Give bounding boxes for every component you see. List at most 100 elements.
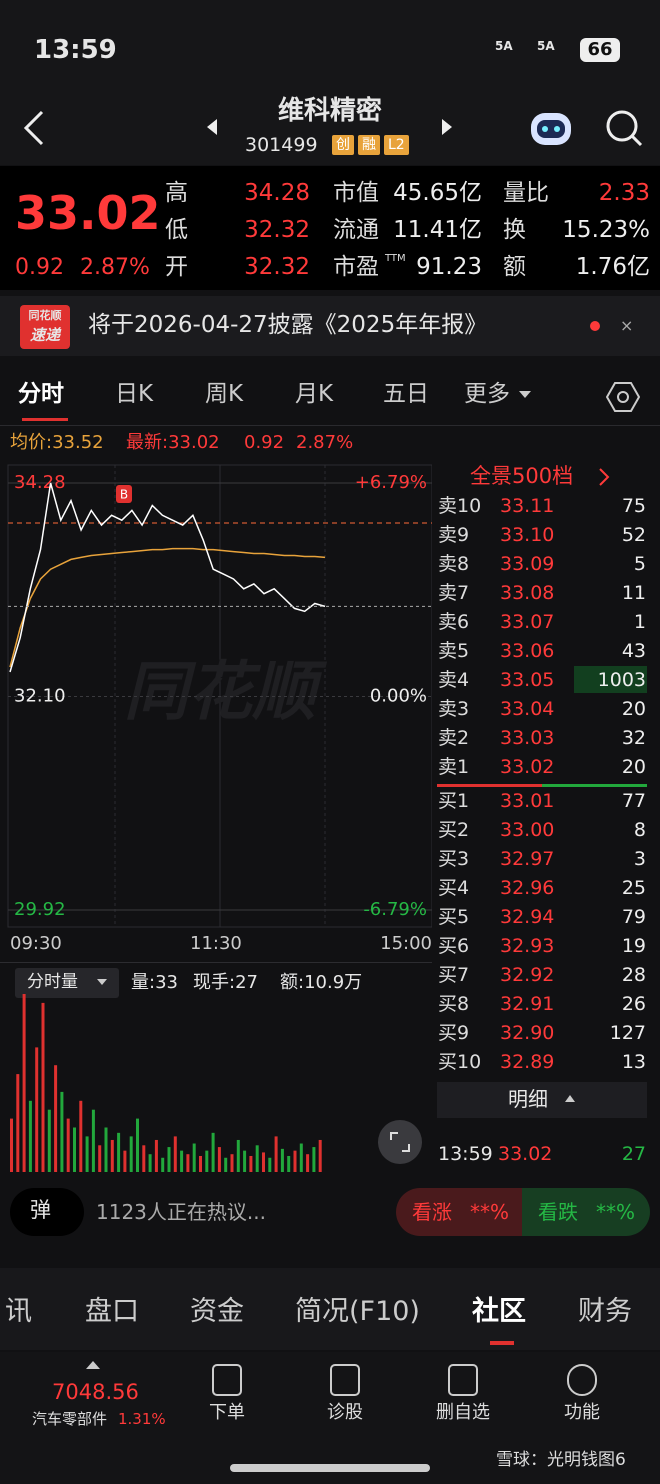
tab[interactable]: 社区 (472, 1296, 526, 1327)
stat-value: 32.32 (244, 217, 310, 243)
buy-marker-label: B (120, 488, 128, 502)
chart-tab[interactable]: 周K (205, 381, 244, 407)
book-price: 32.97 (500, 848, 555, 870)
stat-label: 市值 (333, 180, 379, 206)
volume-bar (180, 1150, 184, 1172)
volume-bar (318, 1139, 322, 1172)
bull-button[interactable] (396, 1188, 522, 1236)
action-label[interactable]: 诊股 (327, 1402, 363, 1423)
action-label[interactable]: 功能 (564, 1402, 600, 1423)
book-volume: 79 (621, 906, 646, 928)
chart-tab[interactable]: 五日 (383, 381, 429, 407)
status-time: 13:59 (34, 35, 117, 65)
detail-button[interactable] (437, 1082, 647, 1118)
trade-price: 33.02 (498, 1143, 553, 1165)
tab[interactable]: 讯 (5, 1296, 32, 1327)
network: 5A (537, 39, 555, 53)
action-label[interactable]: 删自选 (436, 1402, 490, 1423)
book-label: 买7 (438, 964, 470, 986)
robot-icon[interactable] (527, 105, 575, 149)
action-icon (567, 1364, 597, 1396)
book-label: 卖4 (438, 669, 470, 691)
y-tick-label: 29.92 (14, 899, 66, 920)
tab[interactable]: 盘口 (85, 1296, 139, 1327)
stat-label: 市盈 (333, 254, 379, 280)
search-icon[interactable] (604, 108, 644, 148)
close-button[interactable]: × (620, 316, 634, 335)
last-price: 33.02 (15, 186, 161, 240)
stat-label: 开 (165, 254, 188, 280)
volume-stat: 现手:27 (193, 972, 258, 993)
bear-button[interactable] (522, 1188, 650, 1236)
chart-tab[interactable]: 更多 (464, 381, 510, 407)
action-label[interactable]: 下单 (209, 1402, 245, 1423)
settings-icon[interactable] (606, 381, 640, 413)
book-price: 33.03 (500, 727, 555, 749)
prev-stock[interactable] (205, 118, 219, 136)
volume-bar (154, 1139, 158, 1172)
book-label: 卖8 (438, 553, 470, 575)
tab[interactable]: 财务 (578, 1296, 632, 1327)
badge-text: 速递 (29, 326, 60, 344)
highlight (574, 666, 647, 693)
intraday-chart[interactable]: 同花顺 B 34.28 +6.79% 32.10 0.00% 29.92 -6.79% (0, 460, 432, 930)
book-label: 卖6 (438, 611, 470, 633)
fullscreen-icon (390, 1132, 410, 1152)
stat-value: 45.65亿 (393, 180, 482, 206)
book-price: 33.01 (500, 790, 555, 812)
fullscreen-button[interactable] (378, 1120, 422, 1164)
book-volume: 20 (621, 698, 646, 720)
stock-code: 301499 (245, 134, 318, 156)
stat-sup: TTM (385, 253, 406, 264)
stock-name: 维科精密 (277, 96, 382, 126)
book-volume: 75 (621, 495, 646, 517)
discussion[interactable]: 1123人正在热议... (96, 1200, 266, 1224)
danmaku-button[interactable] (10, 1188, 84, 1236)
volume-bar (41, 1002, 45, 1172)
volume-bar (249, 1155, 253, 1172)
notice-bar[interactable] (0, 296, 660, 356)
volume-bar (136, 1118, 139, 1172)
volume-bar (312, 1147, 316, 1172)
volume-bar (54, 1065, 58, 1172)
battery: 66 (580, 38, 620, 62)
chart-tab[interactable]: 月K (295, 381, 334, 407)
dropdown-icon (97, 979, 107, 985)
book-volume: 13 (621, 1051, 646, 1073)
book-volume: 25 (621, 877, 646, 899)
volume-bar (199, 1155, 202, 1172)
volume-bar (192, 1143, 196, 1172)
back-button[interactable] (20, 108, 50, 148)
book-label: 卖1 (438, 756, 470, 778)
book-price: 33.11 (500, 495, 555, 517)
book-label: 买8 (438, 993, 470, 1015)
volume-bar (16, 1074, 20, 1172)
book-volume: 77 (621, 790, 646, 812)
volume-bar (274, 1136, 278, 1172)
chart-tab[interactable]: 分时 (18, 381, 64, 407)
tab[interactable]: 资金 (190, 1296, 244, 1327)
volume-bar (173, 1136, 177, 1172)
book-volume: 32 (621, 727, 646, 749)
change: 0.92 (15, 255, 64, 280)
volume-bar (293, 1150, 297, 1172)
volume-bar (10, 1118, 13, 1172)
stat-value: 32.32 (244, 254, 310, 280)
next-stock[interactable] (440, 118, 454, 136)
book-label: 买2 (438, 819, 470, 841)
tag: L2 (384, 135, 409, 155)
book-price: 33.02 (500, 756, 555, 778)
book-volume: 28 (621, 964, 646, 986)
chart-tab[interactable]: 日K (115, 381, 154, 407)
x-tick-label: 15:00 (380, 933, 432, 954)
order-book-title[interactable]: 全景500档 (470, 464, 574, 488)
change-pct: 2.87% (80, 255, 150, 280)
book-price: 33.05 (500, 669, 555, 691)
sector-pct: 1.31% (118, 1410, 166, 1428)
volume-label: 分时量 (27, 972, 78, 992)
buy-marker (116, 485, 132, 503)
x-tick-label: 11:30 (190, 933, 242, 954)
tab[interactable]: 简况(F10) (295, 1296, 420, 1327)
book-volume: 20 (621, 756, 646, 778)
